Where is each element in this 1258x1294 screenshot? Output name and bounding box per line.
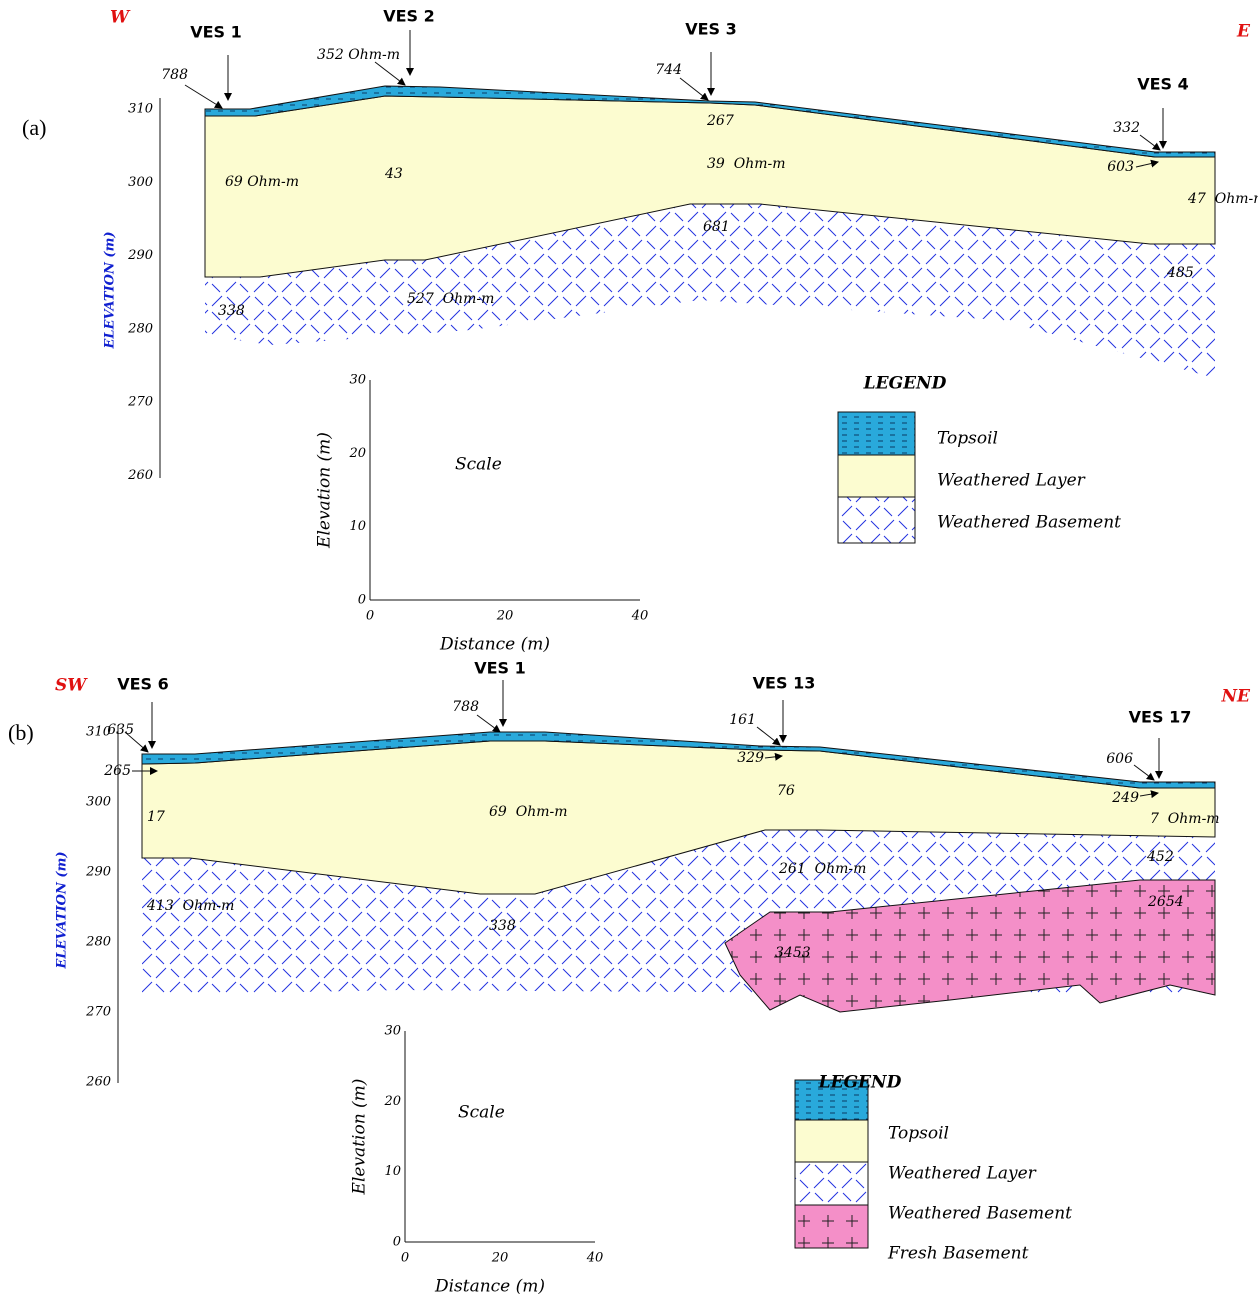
annotation: 39 Ohm-m — [707, 156, 786, 172]
station-label: VES 4 — [1137, 75, 1189, 94]
label: Fresh Basement — [887, 1244, 1029, 1264]
station-label: VES 13 — [753, 674, 816, 693]
label: (a) — [22, 115, 46, 140]
legend-basement — [838, 497, 915, 543]
label: E — [1236, 22, 1251, 42]
tick-label: 280 — [85, 935, 111, 950]
label: (b) — [8, 720, 34, 745]
page: (a)WEELEVATION (m)310300290280270260VES … — [0, 0, 1258, 1294]
tick-label: 20 — [496, 609, 514, 624]
section-b — [118, 680, 1215, 1248]
station-label: VES 2 — [383, 7, 435, 26]
annotation: 76 — [777, 783, 795, 799]
label: Weathered Layer — [937, 471, 1086, 491]
tick-label: 0 — [393, 1235, 401, 1250]
tick-label: 20 — [383, 1094, 401, 1109]
legend-topsoil — [838, 412, 915, 455]
label: W — [110, 8, 131, 28]
annotation: 352 Ohm-m — [317, 47, 400, 63]
annotation: 338 — [489, 918, 516, 934]
annotation: 788 — [161, 67, 188, 83]
annotation: 485 — [1166, 265, 1194, 281]
label: Scale — [455, 455, 502, 475]
annotation: 7 Ohm-m — [1150, 811, 1220, 827]
annotation: 413 Ohm-m — [146, 898, 234, 914]
label: Weathered Layer — [888, 1164, 1037, 1184]
tick-label: 260 — [85, 1075, 111, 1090]
annotation: 744 — [655, 62, 682, 78]
label: Scale — [458, 1103, 505, 1123]
annotation: 249 — [1111, 790, 1139, 806]
annotation: 69 Ohm-m — [225, 174, 299, 190]
annotation: 527 Ohm-m — [407, 291, 494, 307]
station-label: VES 6 — [117, 675, 169, 694]
annotation: 261 Ohm-m — [778, 861, 866, 877]
label: LEGEND — [863, 374, 947, 394]
tick-label: 260 — [127, 468, 153, 483]
label: Elevation (m) — [350, 1079, 370, 1196]
annotation: 329 — [737, 750, 764, 766]
legend-basement — [795, 1162, 868, 1205]
label: Topsoil — [888, 1124, 949, 1144]
annotation: 267 — [706, 113, 734, 129]
annotation: 69 Ohm-m — [489, 804, 568, 820]
label: NE — [1221, 687, 1252, 707]
station-label: VES 17 — [1129, 708, 1192, 727]
legend-weathered — [838, 455, 915, 497]
annotation: 161 — [729, 712, 756, 728]
tick-label: 10 — [384, 1164, 401, 1179]
annotation: 332 — [1113, 120, 1140, 136]
tick-label: 280 — [127, 321, 153, 336]
annotation: 788 — [452, 699, 479, 715]
tick-label: 300 — [86, 795, 111, 810]
tick-label: 30 — [349, 373, 366, 388]
label: ELEVATION (m) — [103, 232, 118, 350]
annotation: 603 — [1107, 159, 1134, 175]
tick-label: 20 — [491, 1251, 509, 1266]
annotation: 17 — [147, 809, 165, 825]
annotation: 265 — [103, 763, 131, 779]
tick-label: 40 — [586, 1251, 604, 1266]
tick-label: 20 — [348, 446, 366, 461]
annotation: 47 Ohm-m — [1187, 191, 1258, 207]
tick-label: 40 — [631, 609, 649, 624]
label: SW — [55, 676, 88, 696]
label: Weathered Basement — [888, 1204, 1072, 1224]
tick-label: 300 — [128, 175, 153, 190]
label: LEGEND — [818, 1073, 902, 1093]
label: ELEVATION (m) — [55, 852, 70, 970]
annotation: 338 — [218, 303, 245, 319]
label: Elevation (m) — [315, 432, 335, 549]
annotation: 452 — [1146, 849, 1174, 865]
station-label: VES 1 — [474, 659, 526, 678]
tick-label: 0 — [401, 1251, 409, 1266]
annotation: 635 — [107, 722, 134, 738]
legend-weathered — [795, 1120, 868, 1162]
label: Topsoil — [937, 429, 998, 449]
label: Distance (m) — [439, 635, 550, 655]
label: Weathered Basement — [937, 513, 1121, 533]
annotation: 3453 — [775, 945, 811, 961]
tick-label: 0 — [366, 609, 374, 624]
tick-label: 10 — [349, 519, 366, 534]
annotation: 606 — [1106, 751, 1133, 767]
annotation: 681 — [703, 219, 730, 235]
label: Distance (m) — [434, 1277, 545, 1294]
annotation: 43 — [384, 166, 403, 182]
annotation: 2654 — [1147, 894, 1184, 910]
legend-fresh — [795, 1205, 868, 1248]
tick-label: 0 — [358, 593, 366, 608]
tick-label: 270 — [85, 1005, 111, 1020]
tick-label: 30 — [384, 1024, 401, 1039]
station-label: VES 1 — [190, 23, 242, 42]
tick-label: 310 — [128, 102, 153, 117]
tick-label: 290 — [85, 865, 111, 880]
tick-label: 270 — [127, 395, 153, 410]
station-label: VES 3 — [685, 20, 737, 39]
tick-label: 290 — [127, 248, 153, 263]
